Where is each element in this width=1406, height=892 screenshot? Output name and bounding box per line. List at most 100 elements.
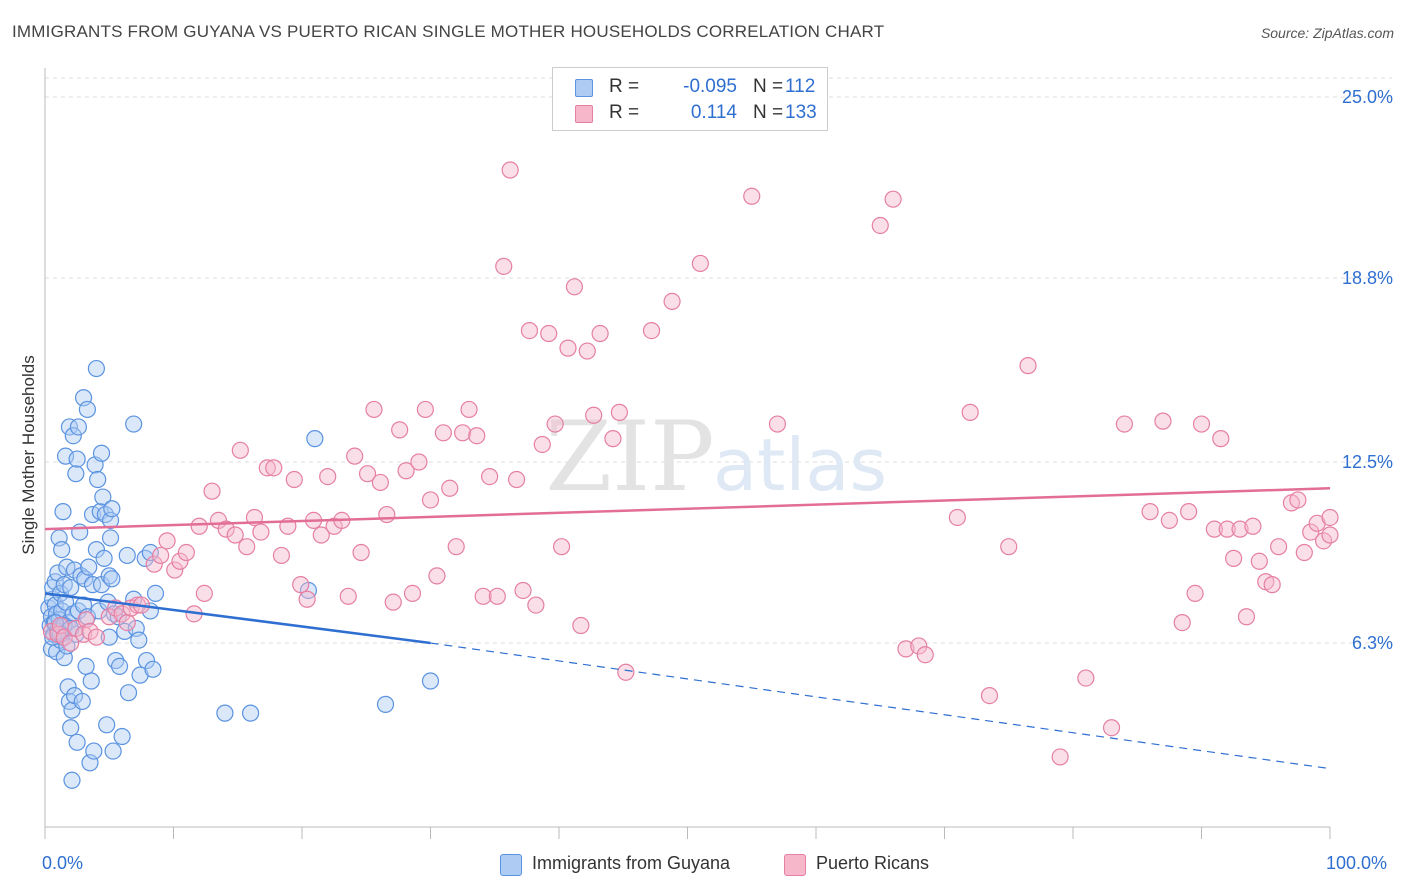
point-puerto-rican <box>1160 511 1178 530</box>
point-guyana <box>100 628 118 646</box>
trend-line-guyana-extension <box>430 642 1331 770</box>
point-guyana <box>77 657 95 676</box>
point-puerto-rican <box>1314 532 1333 550</box>
point-puerto-rican <box>265 459 283 477</box>
point-puerto-rican <box>1295 543 1313 562</box>
point-puerto-rican <box>1250 552 1268 570</box>
point-puerto-rican <box>352 543 370 562</box>
point-puerto-rican <box>195 584 213 603</box>
point-puerto-rican <box>454 424 472 442</box>
point-puerto-rican <box>391 421 409 439</box>
point-puerto-rican <box>365 400 383 419</box>
x-tick-label-min: 0.0% <box>42 853 84 873</box>
trend-line-guyana <box>44 592 431 645</box>
point-puerto-rican <box>441 479 459 497</box>
watermark-atlas: atlas <box>713 423 887 507</box>
point-puerto-rican <box>87 628 106 646</box>
point-puerto-rican <box>527 596 545 614</box>
point-puerto-rican <box>691 254 709 273</box>
point-puerto-rican <box>1186 584 1204 603</box>
point-puerto-rican <box>520 322 539 340</box>
point-guyana <box>110 657 129 676</box>
point-puerto-rican <box>190 517 208 535</box>
point-guyana <box>53 540 71 559</box>
point-puerto-rican <box>546 415 564 433</box>
point-puerto-rican <box>910 637 928 655</box>
point-guyana <box>306 430 324 448</box>
point-puerto-rican <box>166 561 184 579</box>
point-puerto-rican <box>113 605 131 623</box>
point-guyana <box>100 567 118 585</box>
trend-line-puerto-rican <box>44 487 1331 531</box>
point-guyana <box>64 427 82 445</box>
point-guyana <box>98 716 116 734</box>
point-puerto-rican <box>533 435 551 454</box>
point-puerto-rican <box>460 400 478 419</box>
point-puerto-rican <box>474 587 492 605</box>
point-puerto-rican <box>1000 538 1018 556</box>
point-puerto-rican <box>1244 517 1262 535</box>
point-puerto-rican <box>604 430 622 448</box>
source-label: Source: ZipAtlas.com <box>1260 25 1394 41</box>
point-puerto-rican <box>540 324 558 343</box>
point-guyana <box>59 678 77 696</box>
point-puerto-rican <box>55 628 73 646</box>
point-puerto-rican <box>416 400 434 419</box>
trend-lines <box>44 487 1331 770</box>
point-puerto-rican <box>1225 549 1243 567</box>
point-guyana <box>94 488 112 506</box>
point-puerto-rican <box>610 403 628 421</box>
point-puerto-rican <box>501 161 519 179</box>
point-puerto-rican <box>884 190 902 208</box>
point-puerto-rican <box>410 453 428 471</box>
point-puerto-rican <box>507 470 526 489</box>
data-points <box>40 161 1339 789</box>
point-puerto-rican <box>118 613 136 632</box>
point-puerto-rican <box>565 278 584 296</box>
point-puerto-rican <box>585 406 603 424</box>
point-guyana <box>216 704 234 722</box>
stats-n-value: 112 <box>785 76 816 97</box>
point-puerto-rican <box>1231 520 1249 538</box>
point-guyana <box>71 523 89 541</box>
point-puerto-rican <box>1019 357 1037 375</box>
point-puerto-rican <box>552 538 571 556</box>
stats-legend: R = -0.095 N = 112 R = 0.114 N = 133 <box>552 67 828 131</box>
point-puerto-rican <box>100 608 118 626</box>
grid-lines <box>45 77 1392 644</box>
legend-label-guyana: Immigrants from Guyana <box>532 853 731 873</box>
point-guyana <box>67 465 85 483</box>
point-puerto-rican <box>358 465 377 483</box>
point-guyana <box>54 503 72 521</box>
point-guyana <box>60 418 79 436</box>
point-guyana <box>376 695 395 713</box>
point-guyana <box>62 719 80 737</box>
point-puerto-rican <box>346 447 364 465</box>
point-guyana <box>146 584 165 603</box>
point-puerto-rican <box>1263 576 1281 594</box>
point-guyana <box>80 558 98 576</box>
point-puerto-rican <box>871 216 889 235</box>
point-puerto-rican <box>292 576 310 594</box>
point-guyana <box>69 418 88 436</box>
point-guyana <box>78 400 97 419</box>
point-puerto-rican <box>339 587 357 605</box>
chart-title: IMMIGRANTS FROM GUYANA VS PUERTO RICAN S… <box>12 22 885 41</box>
point-puerto-rican <box>1321 508 1339 527</box>
point-puerto-rican <box>1077 669 1095 687</box>
point-puerto-rican <box>252 523 270 541</box>
point-guyana <box>82 672 100 690</box>
y-tick-label: 12.5% <box>1342 452 1393 472</box>
point-guyana <box>144 660 162 678</box>
point-guyana <box>101 529 120 547</box>
legend-swatch-guyana <box>500 854 522 876</box>
point-puerto-rican <box>617 663 635 681</box>
point-puerto-rican <box>495 257 513 275</box>
point-puerto-rican <box>1141 503 1159 521</box>
point-puerto-rican <box>578 342 596 360</box>
point-puerto-rican <box>591 324 609 343</box>
stats-r-label: R = <box>609 102 640 123</box>
point-guyana <box>119 684 138 702</box>
point-puerto-rican <box>481 468 499 486</box>
